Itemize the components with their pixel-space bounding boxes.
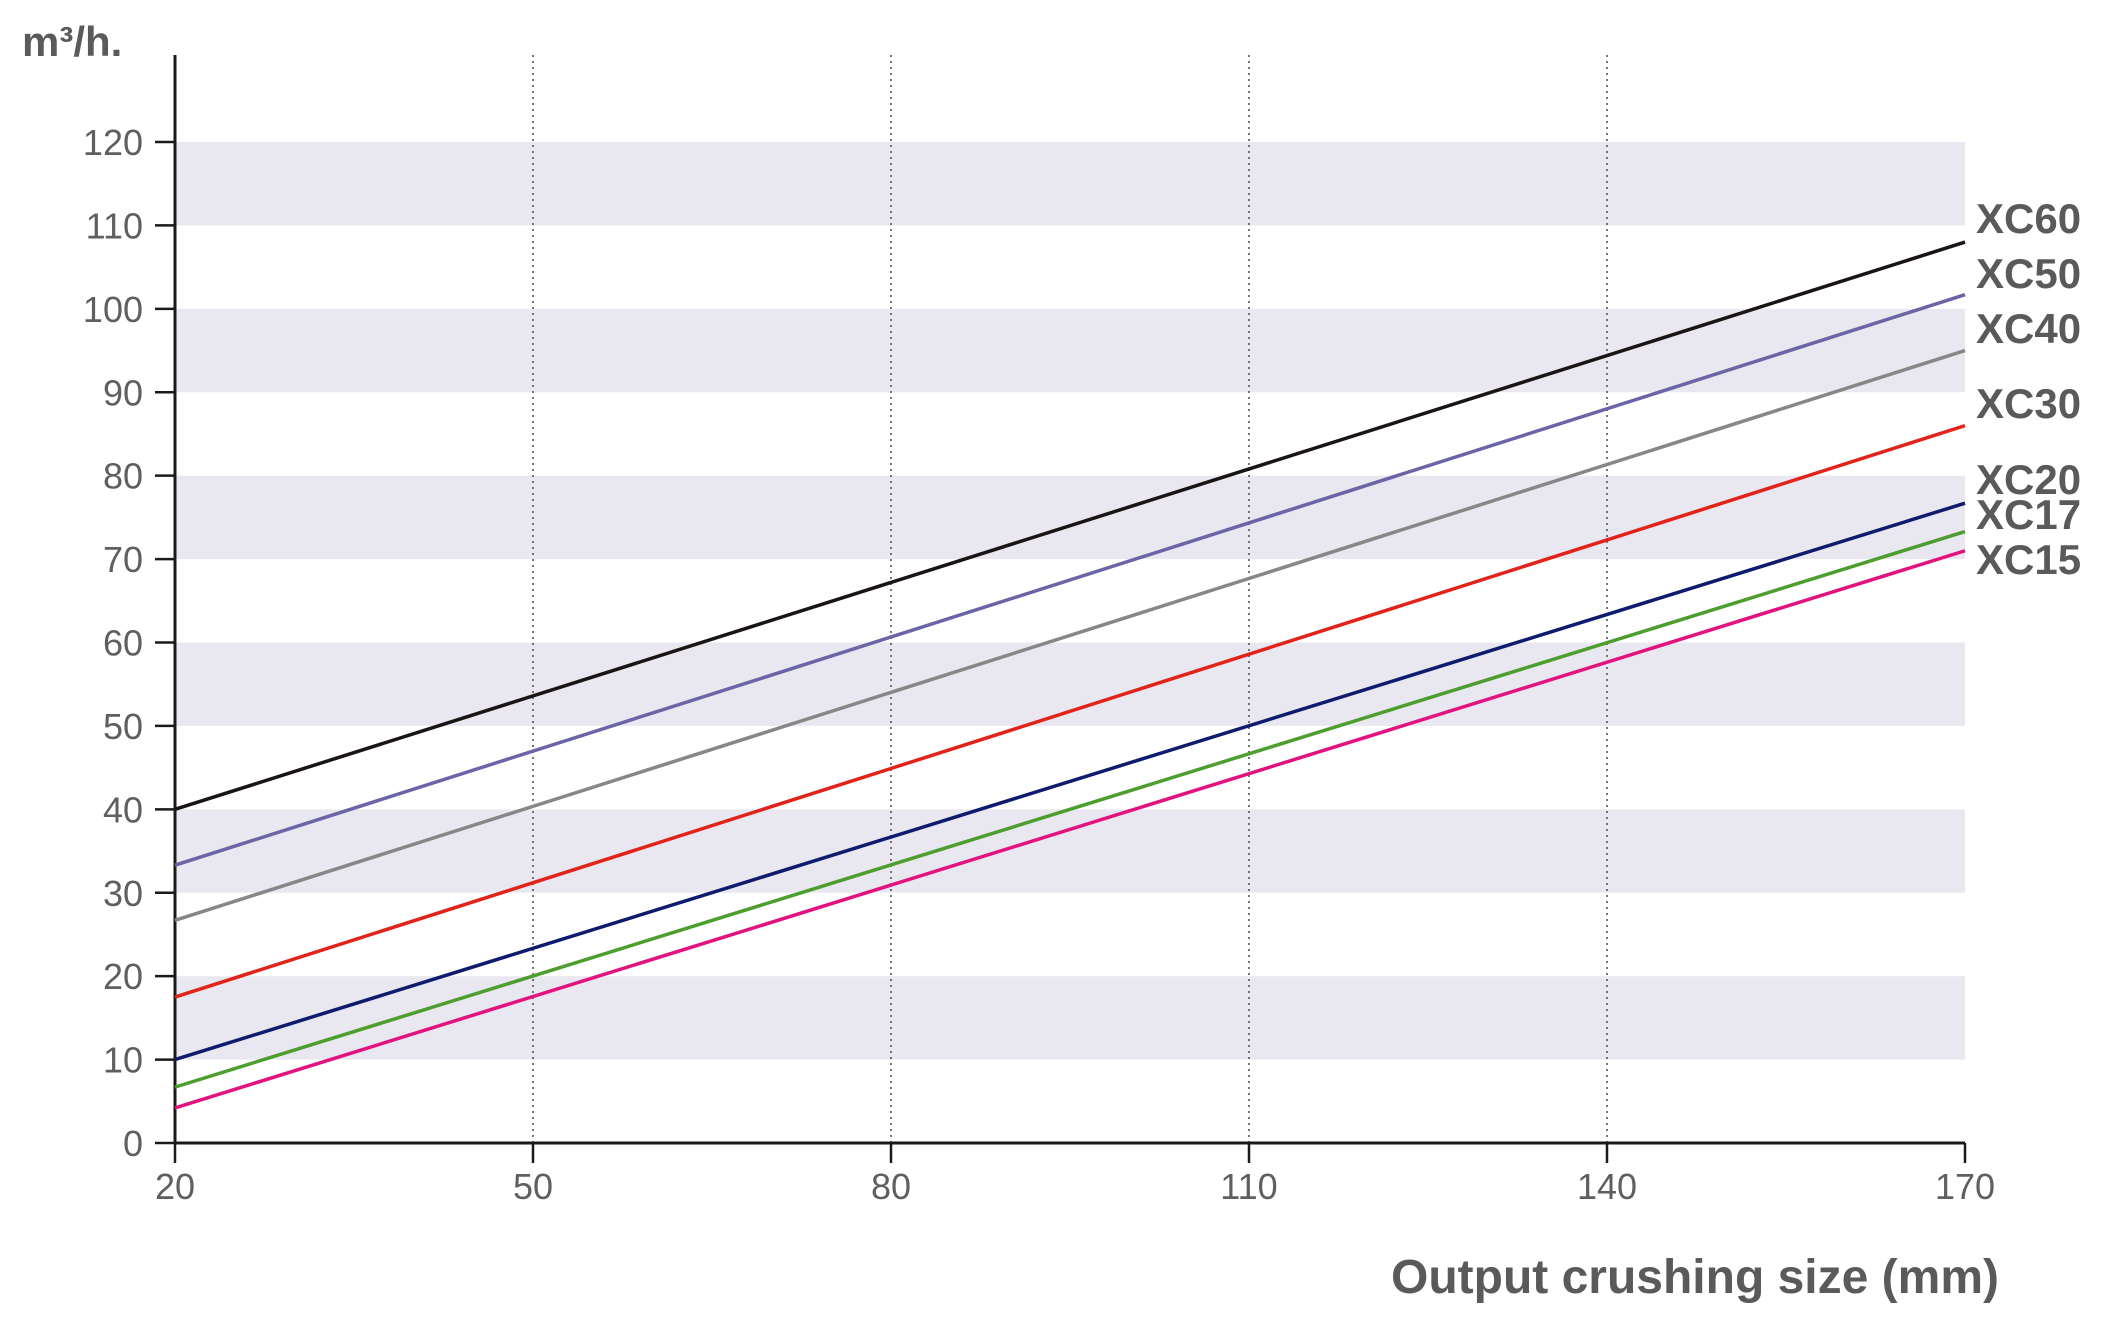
x-tick-label-50: 50 xyxy=(513,1166,553,1207)
y-tick-label-0: 0 xyxy=(123,1123,143,1164)
band-70-80 xyxy=(175,475,1965,560)
x-tick-label-140: 140 xyxy=(1577,1166,1637,1207)
vertical-gridlines xyxy=(532,55,1608,1143)
band-30-40 xyxy=(175,809,1965,893)
series-line-xc20 xyxy=(174,501,1966,1062)
series-label-xc60: XC60 xyxy=(1976,195,2081,242)
series-label-xc15: XC15 xyxy=(1976,536,2081,583)
series-line-xc60 xyxy=(174,240,1966,812)
series-line-xc40 xyxy=(174,348,1966,922)
y-axis-unit-label: m³/h. xyxy=(22,18,122,65)
series-label-xc20: XC20 xyxy=(1976,456,2081,503)
y-tick-label-80: 80 xyxy=(103,456,143,497)
y-tick-label-110: 110 xyxy=(86,205,143,246)
series-line-xc15 xyxy=(174,549,1966,1110)
series-label-xc17: XC17 xyxy=(1976,491,2081,538)
y-tick-label-30: 30 xyxy=(103,873,143,914)
y-tick-label-20: 20 xyxy=(103,956,143,997)
y-tick-label-50: 50 xyxy=(103,706,143,747)
band-110-120 xyxy=(175,142,1965,226)
x-tick-label-80: 80 xyxy=(871,1166,911,1207)
series-line-xc30 xyxy=(174,423,1966,999)
x-axis-ticks: 20 50 80 110 140 170 xyxy=(155,1143,1995,1207)
series-label-xc30: XC30 xyxy=(1976,380,2081,427)
x-tick-label-110: 110 xyxy=(1220,1166,1277,1207)
series-line-xc50 xyxy=(174,292,1966,867)
series-lines xyxy=(174,240,1966,1110)
axes xyxy=(173,55,1965,1145)
y-tick-label-40: 40 xyxy=(103,789,143,830)
x-tick-label-20: 20 xyxy=(155,1166,195,1207)
series-label-xc50: XC50 xyxy=(1976,250,2081,297)
band-10-20 xyxy=(175,976,1965,1060)
y-tick-label-120: 120 xyxy=(83,122,143,163)
series-line-xc17 xyxy=(174,529,1966,1089)
y-tick-label-10: 10 xyxy=(103,1040,143,1081)
y-axis-ticks: 0 10 20 30 40 50 60 70 80 90 100 110 120 xyxy=(83,122,175,1164)
x-tick-label-170: 170 xyxy=(1935,1166,1995,1207)
y-tick-label-90: 90 xyxy=(103,372,143,413)
band-50-60 xyxy=(175,642,1965,726)
y-tick-label-60: 60 xyxy=(103,623,143,664)
band-90-100 xyxy=(175,308,1965,393)
series-label-xc40: XC40 xyxy=(1976,305,2081,352)
y-tick-label-100: 100 xyxy=(83,289,143,330)
horizontal-bands xyxy=(175,142,1965,1060)
x-axis-title: Output crushing size (mm) xyxy=(1391,1251,1999,1304)
y-tick-label-70: 70 xyxy=(103,539,143,580)
